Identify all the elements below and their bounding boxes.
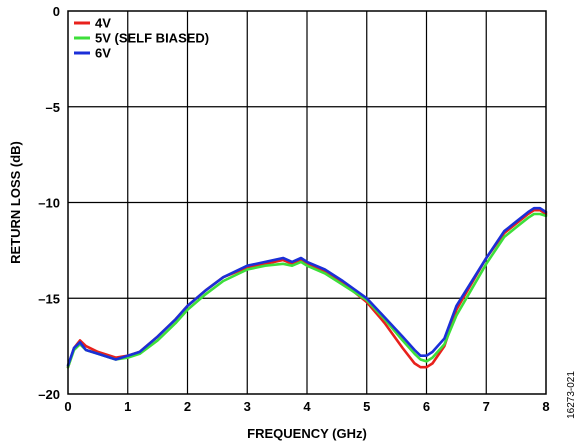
legend-label: 6V — [95, 46, 111, 61]
series-line-1 — [66, 212, 548, 369]
x-tick-label: 5 — [363, 399, 370, 414]
x-tick-label: 0 — [64, 399, 71, 414]
series-lines — [66, 206, 548, 369]
legend-label: 4V — [95, 16, 111, 31]
x-tick-label: 4 — [303, 399, 311, 414]
y-tick-label: –20 — [38, 387, 60, 402]
series-line-2 — [66, 206, 548, 367]
x-tick-label: 7 — [483, 399, 490, 414]
grid — [68, 11, 546, 394]
x-axis-label: FREQUENCY (GHz) — [247, 426, 367, 441]
y-tick-label: –15 — [38, 291, 60, 306]
x-tick-label: 1 — [124, 399, 131, 414]
x-tick-label: 6 — [423, 399, 430, 414]
y-axis-label: RETURN LOSS (dB) — [8, 141, 23, 264]
y-tick-label: –10 — [38, 196, 60, 211]
figure-id: 16273-021 — [566, 371, 577, 419]
x-tick-label: 8 — [542, 399, 549, 414]
x-tick-label: 3 — [244, 399, 251, 414]
x-tick-label: 2 — [184, 399, 191, 414]
plot-frame — [67, 10, 547, 395]
y-tick-label: –5 — [46, 100, 60, 115]
x-tick-labels: 0 1 2 3 4 5 6 7 8 — [64, 399, 549, 414]
legend-label: 5V (SELF BIASED) — [95, 31, 209, 46]
y-tick-labels: 0 –5 –10 –15 –20 — [38, 4, 60, 402]
y-tick-label: 0 — [53, 4, 60, 19]
